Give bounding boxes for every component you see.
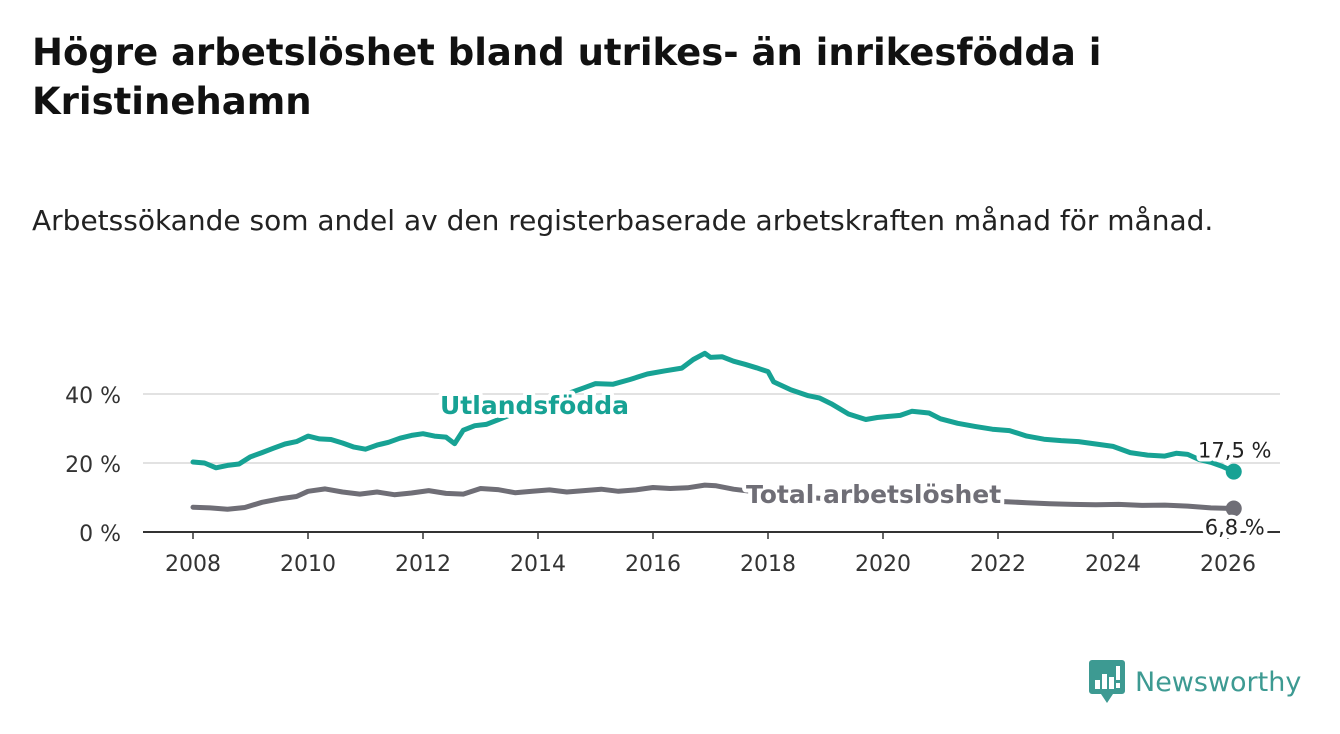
x-tick-label: 2012 bbox=[395, 552, 451, 577]
series-end-marker-utlandsf-dda bbox=[1225, 463, 1242, 480]
series-end-marker-total-arbetsl-shet bbox=[1225, 500, 1242, 517]
series-line-utlandsf-dda bbox=[190, 350, 1237, 475]
x-tick-label: 2026 bbox=[1200, 552, 1256, 577]
y-tick-label: 20 % bbox=[65, 453, 121, 478]
series-layer bbox=[190, 350, 1242, 517]
y-tick-label: 40 % bbox=[65, 384, 121, 409]
end-value-label-total: 6,8 % bbox=[1205, 516, 1265, 540]
series-label-utlandsfodda-halo: Utlandsfödda bbox=[440, 391, 629, 420]
series-label-utlandsfodda: Utlandsfödda bbox=[440, 391, 629, 420]
x-tick-label: 2016 bbox=[625, 552, 681, 577]
x-tick-label: 2018 bbox=[740, 552, 796, 577]
y-tick-label: 0 % bbox=[79, 522, 121, 547]
x-tick-label: 2022 bbox=[970, 552, 1026, 577]
x-tick-label: 2010 bbox=[280, 552, 336, 577]
newsworthy-logo-text: Newsworthy bbox=[1135, 666, 1302, 698]
series-line-total-arbetsl-shet bbox=[190, 482, 1237, 512]
chart-subtitle: Arbetssökande som andel av den registerb… bbox=[32, 204, 1214, 237]
series-label-total-arbetsloshet-halo: Total arbetslöshet bbox=[746, 480, 1001, 509]
series-label-total-arbetsloshet: Total arbetslöshet bbox=[746, 480, 1001, 509]
grid-layer bbox=[143, 393, 1280, 464]
x-tick-label: 2014 bbox=[510, 552, 566, 577]
newsworthy-logo-icon bbox=[1089, 660, 1125, 703]
x-tick-label: 2024 bbox=[1085, 552, 1141, 577]
end-value-label-total-halo: 6,8 % bbox=[1205, 516, 1265, 540]
chart-title: Högre arbetslöshet bland utrikes- än inr… bbox=[32, 31, 1102, 123]
end-value-label-utlandsfodda-halo: 17,5 % bbox=[1198, 439, 1271, 463]
newsworthy-logo: Newsworthy bbox=[1089, 660, 1301, 704]
axis-layer: 0 % 20 % 40 % 2008 2010 2012 2014 2016 2018 2020 2… bbox=[65, 384, 1280, 577]
end-value-label-utlandsfodda: 17,5 % bbox=[1198, 439, 1271, 463]
x-tick-label: 2020 bbox=[855, 552, 911, 577]
x-tick-label: 2008 bbox=[165, 552, 221, 577]
